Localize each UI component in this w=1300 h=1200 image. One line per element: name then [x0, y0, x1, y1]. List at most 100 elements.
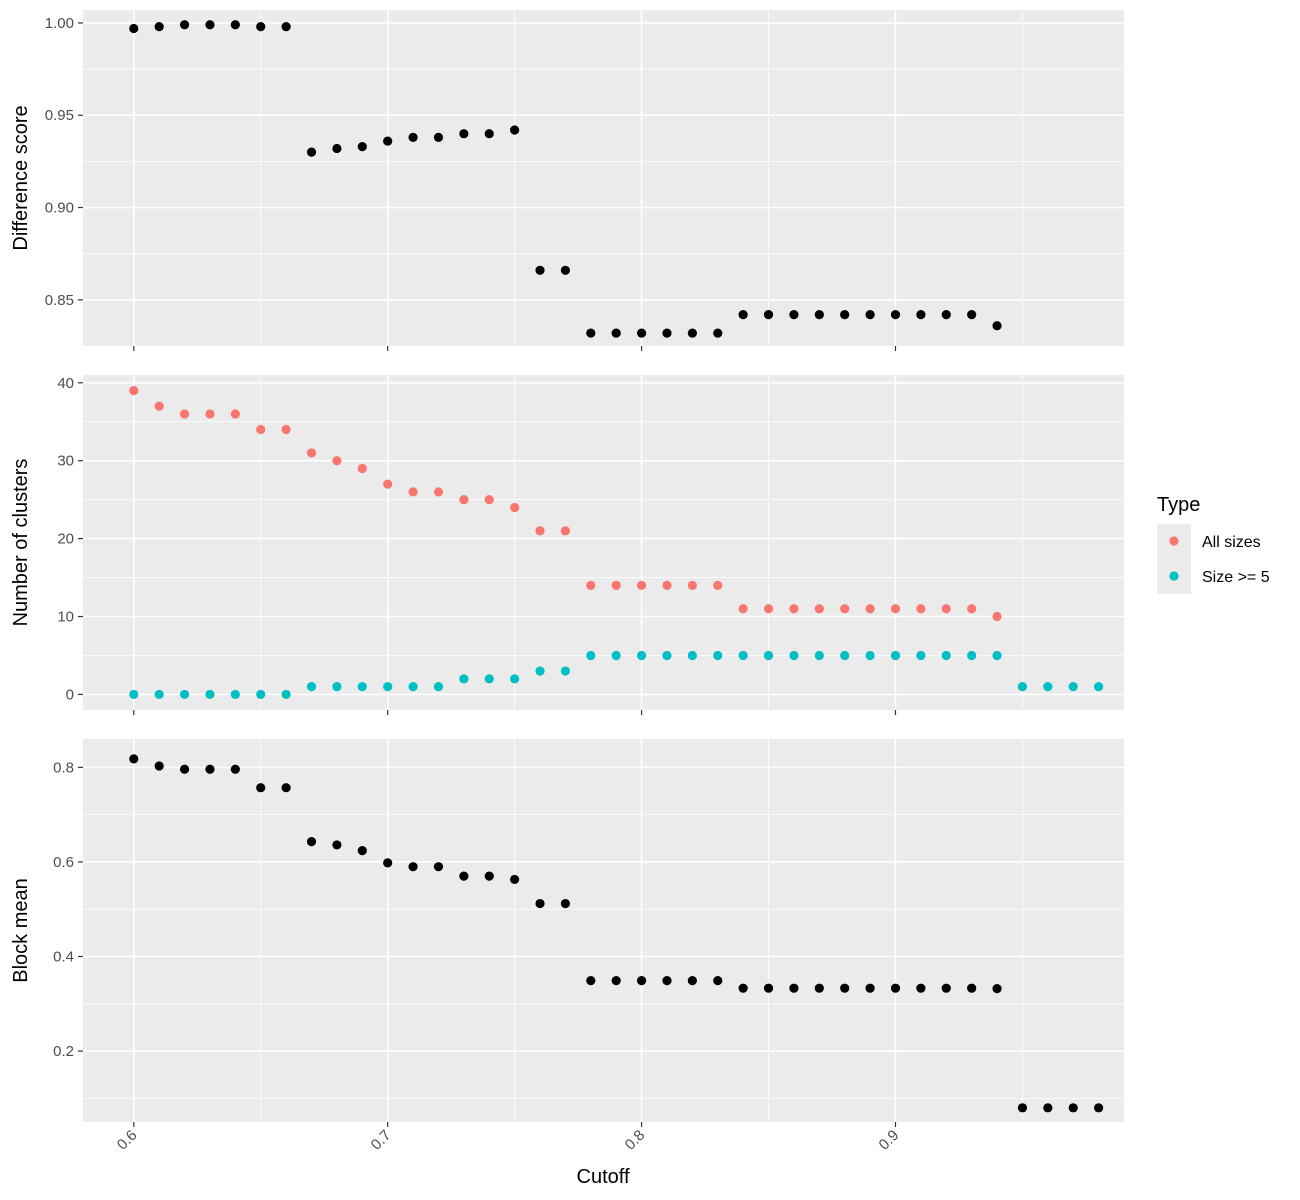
x-tick-label: 0.8 [622, 1127, 649, 1154]
data-point [357, 682, 367, 692]
data-point [256, 689, 266, 700]
data-point [510, 502, 520, 513]
data-point [179, 689, 190, 700]
data-point [129, 23, 139, 34]
y-tick-label: 0.90 [45, 200, 74, 217]
data-point [967, 310, 977, 320]
data-point [611, 328, 621, 338]
data-point [890, 650, 901, 661]
data-point [865, 983, 875, 993]
data-point [738, 983, 748, 993]
data-point [687, 580, 697, 590]
data-point [941, 650, 951, 661]
data-point [205, 689, 215, 700]
data-point [865, 650, 875, 661]
data-point [840, 650, 850, 661]
data-point [763, 310, 774, 320]
y-tick-label: 0.95 [45, 107, 74, 124]
data-point [890, 604, 901, 614]
data-point [230, 20, 240, 30]
data-point [789, 650, 799, 661]
data-point [433, 682, 444, 692]
legend-title: Type [1157, 494, 1200, 516]
x-axis: 0.6 0.7 0.8 0.9 [114, 1127, 902, 1154]
data-point [281, 22, 291, 32]
data-point [586, 976, 596, 986]
data-point [713, 580, 723, 590]
data-point [459, 129, 469, 139]
data-point [992, 611, 1002, 622]
y-tick-label: 20 [57, 531, 74, 548]
data-point [687, 328, 697, 338]
data-point [433, 487, 444, 497]
data-point [205, 764, 215, 774]
data-point [662, 580, 672, 590]
data-point [992, 650, 1002, 661]
data-point [383, 682, 393, 692]
y-tick-label: 10 [57, 609, 74, 626]
data-point [738, 310, 748, 320]
data-point [586, 328, 596, 338]
data-point [560, 898, 571, 909]
data-point [636, 976, 647, 986]
data-point [408, 487, 418, 497]
data-point [814, 650, 824, 661]
data-point [484, 674, 494, 684]
data-point [586, 580, 596, 590]
data-point [332, 456, 342, 466]
data-point [510, 125, 520, 135]
data-point [763, 650, 774, 661]
data-point [636, 328, 647, 338]
data-point [814, 310, 824, 320]
data-point [738, 650, 748, 661]
x-tick-label: 0.7 [368, 1127, 395, 1154]
data-point [154, 761, 164, 771]
data-point [992, 984, 1002, 994]
data-point [129, 754, 139, 764]
data-point [459, 674, 469, 684]
data-point [332, 143, 342, 154]
data-point [890, 310, 901, 320]
data-point [713, 976, 723, 986]
legend-key-background [1157, 524, 1191, 594]
y-axis-title: Difference score [10, 105, 32, 250]
data-point [1017, 682, 1028, 692]
legend-key-size-5 [1169, 571, 1179, 581]
data-point [789, 983, 799, 993]
data-point [687, 976, 697, 986]
data-point [967, 983, 977, 993]
y-axis-title: Number of clusters [10, 459, 32, 627]
data-point [713, 650, 723, 661]
y-tick-label: 0.6 [53, 854, 74, 871]
data-point [1017, 1103, 1028, 1113]
data-point [662, 976, 672, 986]
data-point [408, 132, 418, 142]
data-point [1068, 682, 1078, 692]
x-axis-title: Cutoff [577, 1166, 630, 1188]
legend-key-all-sizes [1169, 536, 1179, 546]
data-point [306, 682, 317, 692]
panel-block-mean: 0.2 0.4 0.6 0.8 Block mean [10, 739, 1124, 1127]
data-point [205, 20, 215, 30]
data-point [611, 650, 621, 661]
data-point [484, 129, 494, 139]
data-point [383, 858, 393, 868]
data-point [306, 147, 317, 157]
data-point [1068, 1103, 1078, 1113]
data-point [306, 837, 317, 847]
data-point [814, 983, 824, 993]
series-size-5 [129, 650, 1104, 700]
data-point [840, 310, 850, 320]
panel-background [83, 739, 1124, 1122]
data-point [890, 983, 901, 993]
data-point [383, 136, 393, 146]
x-tick-label: 0.9 [876, 1127, 903, 1154]
x-tick-label: 0.6 [114, 1127, 141, 1154]
chart-panels: 0.85 0.90 0.95 1.00 Difference score 0 10 20 30 4… [10, 10, 1124, 1127]
data-point [865, 604, 875, 614]
data-point [662, 328, 672, 338]
panel-difference-score: 0.85 0.90 0.95 1.00 Difference score [10, 10, 1124, 351]
data-point [1043, 1103, 1053, 1113]
series-block-mean [129, 754, 1104, 1113]
data-point [357, 463, 367, 474]
